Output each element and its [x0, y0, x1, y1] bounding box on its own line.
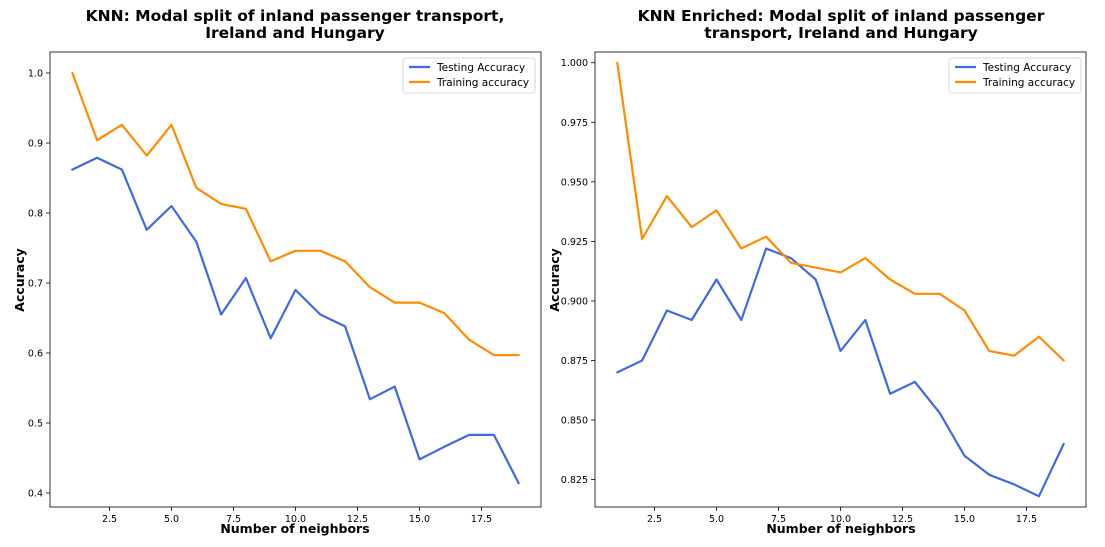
legend-label-training: Training accuracy: [436, 77, 529, 89]
x-tick-label: 5.0: [164, 514, 179, 525]
x-tick-label: 12.5: [347, 514, 368, 525]
series-lines: [616, 61, 1065, 498]
y-tick-label: 0.925: [561, 237, 588, 248]
y-tick-label: 1.000: [561, 58, 588, 69]
chart-knn: KNN: Modal split of inland passenger tra…: [12, 7, 542, 536]
x-tick-label: 2.5: [102, 514, 117, 525]
chart-knn-enriched: KNN Enriched: Modal split of inland pass…: [547, 7, 1087, 536]
y-tick-label: 0.6: [28, 349, 43, 360]
y-tick-label: 0.7: [28, 279, 43, 290]
x-tick-label: 10.0: [830, 514, 851, 525]
legend-label-testing: Testing Accuracy: [436, 62, 525, 74]
x-tick-label: 5.0: [709, 514, 724, 525]
x-tick-label: 17.5: [471, 514, 492, 525]
y-tick-label: 0.4: [28, 489, 43, 500]
legend-label-training: Training accuracy: [982, 77, 1075, 89]
y-tick-label: 0.9: [28, 139, 43, 150]
y-axis-label: Accuracy: [547, 248, 562, 312]
y-axis-label: Accuracy: [12, 248, 27, 312]
x-tick-label: 12.5: [892, 514, 913, 525]
y-tick-label: 0.5: [28, 419, 43, 430]
chart-title-line-1: KNN Enriched: Modal split of inland pass…: [638, 7, 1045, 25]
plot-area: [49, 51, 542, 508]
series-line-testing: [616, 247, 1065, 498]
x-tick-label: 17.5: [1016, 514, 1037, 525]
y-tick-label: 0.8: [28, 209, 43, 220]
legend: Testing Accuracy Training accuracy: [402, 57, 536, 94]
tick-group: 2.5 5.0 7.5 10.0 12.5 15.0 17.5 0.4 0.5 0.6 0.7 0.8…: [28, 69, 492, 526]
x-tick-label: 2.5: [647, 514, 662, 525]
legend-box: [948, 57, 1082, 94]
series-lines: [71, 71, 520, 485]
x-tick-label: 7.5: [771, 514, 786, 525]
series-line-training: [71, 71, 520, 357]
series-line-training: [616, 61, 1065, 362]
y-tick-label: 0.875: [561, 356, 588, 367]
y-tick-label: 1.0: [28, 69, 43, 80]
chart-title-line-2: Ireland and Hungary: [205, 24, 385, 42]
x-axis-label: Number of neighbors: [766, 521, 915, 536]
legend-label-testing: Testing Accuracy: [982, 62, 1071, 74]
chart-title-line-1: KNN: Modal split of inland passenger tra…: [86, 7, 505, 25]
y-tick-label: 0.975: [561, 118, 588, 129]
plot-area: [594, 51, 1087, 508]
x-axis-label: Number of neighbors: [220, 521, 369, 536]
x-tick-label: 15.0: [954, 514, 975, 525]
y-tick-label: 0.950: [561, 177, 588, 188]
x-tick-label: 7.5: [226, 514, 241, 525]
chart-title-line-2: transport, Ireland and Hungary: [704, 24, 977, 42]
x-tick-label: 10.0: [285, 514, 306, 525]
y-tick-label: 0.850: [561, 416, 588, 427]
y-tick-label: 0.825: [561, 475, 588, 486]
x-tick-label: 15.0: [409, 514, 430, 525]
legend-box: [402, 57, 536, 94]
tick-group: 2.5 5.0 7.5 10.0 12.5 15.0 17.5 0.825 0.850 0.875…: [561, 58, 1037, 525]
series-line-testing: [71, 156, 520, 485]
legend: Testing Accuracy Training accuracy: [948, 57, 1082, 94]
y-tick-label: 0.900: [561, 296, 588, 307]
